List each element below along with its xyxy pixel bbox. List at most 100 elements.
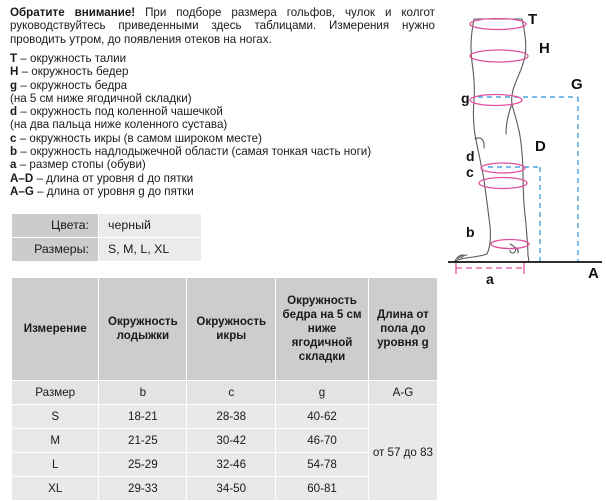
label-c: c — [466, 164, 474, 180]
legend-dash: – — [20, 78, 27, 92]
cell-ag-range: от 57 до 83 — [367, 404, 439, 501]
guide-lines — [478, 96, 579, 262]
label-d: d — [466, 148, 475, 164]
ring-d — [480, 162, 526, 174]
legend-text: (на два пальца ниже коленного сустава) — [10, 118, 228, 132]
legend-text: окружность бедра — [30, 78, 128, 92]
legend-item: c – окружность икры (в самом широком мес… — [10, 132, 435, 145]
cell-c: 32-46 — [186, 452, 277, 477]
legend-item: A–D – длина от уровня d до пятки — [10, 172, 435, 185]
label-g: g — [461, 90, 470, 106]
color-value: черный — [98, 213, 202, 238]
leg-diagram-svg — [448, 17, 602, 274]
legend-item: g – окружность бедра — [10, 79, 435, 92]
table-subheader-row: Размер b c g A-G — [10, 380, 439, 405]
legend-note: (на 5 см ниже ягодичной складки) — [10, 92, 435, 105]
header-measurement: Измерение — [10, 277, 100, 381]
legend-key: d — [10, 105, 18, 119]
ring-c — [478, 176, 528, 190]
notice-heading: Обратите внимание! — [10, 6, 136, 19]
legend-key: T — [10, 52, 18, 65]
legend-dash: – — [19, 131, 27, 145]
subheader-ag: A-G — [367, 380, 439, 405]
cell-size: S — [10, 404, 100, 429]
label-A: A — [588, 265, 599, 282]
cell-g: 46-70 — [275, 428, 369, 453]
legend-key: A–G — [10, 184, 34, 198]
subheader-c: c — [186, 380, 277, 405]
label-a: a — [486, 271, 494, 287]
legend-dash: – — [20, 105, 27, 119]
legend-dash: – — [19, 158, 27, 172]
cell-c: 30-42 — [186, 428, 277, 453]
label-b: b — [466, 224, 475, 240]
legend-key: A–D — [10, 171, 34, 185]
size-chart-table: Измерение Окружность лодыжки Окружность … — [10, 277, 439, 501]
page-root: Обратите внимание! При подборе размера г… — [10, 0, 606, 501]
color-label: Цвета: — [11, 213, 99, 238]
legend-key: c — [10, 131, 17, 145]
ring-b — [490, 238, 530, 250]
cell-c: 28-38 — [186, 404, 277, 429]
cell-size: M — [10, 428, 100, 453]
legend-key: H — [10, 65, 19, 79]
legend-key: b — [10, 145, 18, 159]
notice-paragraph: Обратите внимание! При подборе размера г… — [10, 6, 435, 46]
legend-note: (на два пальца ниже коленного сустава) — [10, 118, 435, 131]
header-floor-to-g-length: Длина от пола до уровня g — [367, 277, 439, 381]
ring-g — [469, 93, 523, 107]
label-D: D — [535, 138, 546, 155]
info-column: Обратите внимание! При подборе размера г… — [10, 6, 439, 501]
notice-text: Обратите внимание! При подборе размера г… — [10, 6, 435, 46]
legend-dash: – — [20, 145, 27, 159]
measurement-rings — [469, 17, 530, 250]
product-attributes-table: Цвета: черный Размеры: S, M, L, XL — [11, 213, 202, 262]
header-ankle-circumference: Окружность лодыжки — [98, 277, 188, 381]
legend-text: окружность бедер — [31, 65, 129, 79]
cell-b: 25-29 — [98, 452, 188, 477]
cell-size: L — [10, 452, 100, 477]
legend-key: g — [10, 78, 18, 92]
subheader-b: b — [98, 380, 188, 405]
legend-key: a — [10, 158, 17, 172]
sizes-value: S, M, L, XL — [98, 237, 202, 262]
label-T: T — [528, 11, 538, 28]
legend-dash: – — [20, 52, 27, 65]
legend-text: длина от уровня d до пятки — [46, 171, 194, 185]
cell-g: 54-78 — [275, 452, 369, 477]
notice-body: При подборе размера гольфов, чулок и кол… — [10, 6, 435, 46]
leg-measurement-diagram: T H G g D d c b a A — [444, 0, 606, 489]
legend-text: окружность икры (в самом широком месте) — [29, 131, 262, 145]
label-H: H — [539, 40, 550, 57]
subheader-g: g — [275, 380, 369, 405]
cell-g: 40-62 — [275, 404, 369, 429]
legend-dash: – — [37, 184, 44, 198]
header-thigh-circumference: Окружность бедра на 5 см ниже ягодичной … — [275, 277, 369, 381]
ring-T — [469, 17, 527, 31]
ring-H — [469, 49, 529, 63]
label-G: G — [571, 76, 583, 93]
legend-text: размер стопы (обуви) — [29, 158, 146, 172]
header-calf-circumference: Окружность икры — [186, 277, 277, 381]
legend-item: H – окружность бедер — [10, 65, 435, 78]
legend-dash: – — [21, 65, 29, 79]
table-row: Цвета: черный — [11, 213, 202, 238]
subheader-size: Размер — [10, 380, 100, 405]
measurement-legend: T – окружность талии H – окружность беде… — [10, 52, 435, 198]
table-row: S 18-21 28-38 40-62 от 57 до 83 — [10, 404, 439, 501]
legend-text: длина от уровня g до пятки — [46, 184, 194, 198]
legend-text: окружность под коленной чашечкой — [30, 105, 223, 119]
sizes-label: Размеры: — [11, 237, 99, 262]
legend-item: a – размер стопы (обуви) — [10, 158, 435, 171]
table-header-row: Измерение Окружность лодыжки Окружность … — [10, 277, 439, 381]
legend-dash: – — [36, 171, 43, 185]
legend-text: (на 5 см ниже ягодичной складки) — [10, 91, 192, 105]
legend-item: A–G – длина от уровня g до пятки — [10, 185, 435, 198]
legend-text: окружность надлодыжечной области (самая … — [30, 145, 372, 159]
dimension-a — [455, 263, 525, 274]
legend-item: T – окружность талии — [10, 52, 435, 65]
cell-b: 21-25 — [98, 428, 188, 453]
legend-item: b – окружность надлодыжечной области (са… — [10, 145, 435, 158]
table-row: Размеры: S, M, L, XL — [11, 237, 202, 262]
cell-b: 18-21 — [98, 404, 188, 429]
